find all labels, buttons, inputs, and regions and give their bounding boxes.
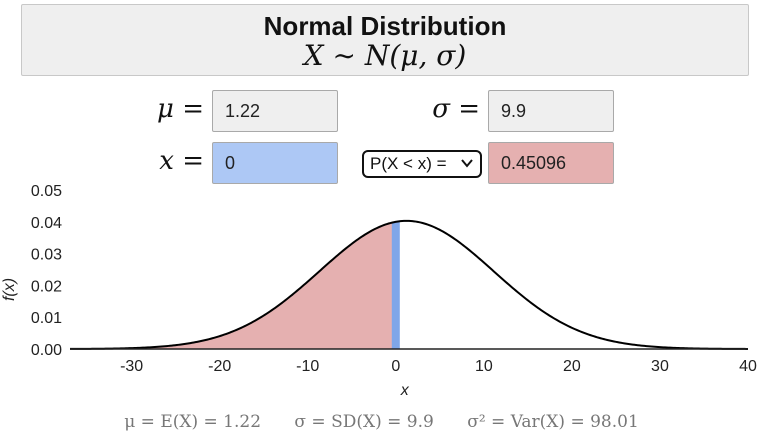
x-tick-label: 40 — [739, 358, 757, 375]
probability-result — [488, 142, 614, 184]
x-tick-label: 0 — [391, 358, 400, 375]
x-label: x = — [159, 146, 204, 176]
sd-stat: σ = SD(X) = 9.9 — [294, 412, 434, 432]
x-tick-label: -10 — [296, 358, 319, 375]
mu-input[interactable] — [212, 90, 338, 132]
variance-stat: σ² = Var(X) = 98.01 — [467, 412, 639, 432]
x-input[interactable] — [212, 142, 338, 184]
y-tick-label: 0.00 — [31, 342, 62, 359]
y-tick-label: 0.03 — [31, 247, 62, 264]
title-panel: Normal Distribution X ∼ N(μ, σ) — [21, 4, 749, 76]
probability-type-select[interactable]: P(X < x) = — [362, 150, 482, 178]
x-axis-title: x — [400, 382, 410, 399]
shaded-probability-area — [70, 221, 396, 349]
page-title: Normal Distribution — [263, 11, 507, 41]
x-marker-line — [391, 221, 400, 349]
summary-statistics: μ = E(X) = 1.22 σ = SD(X) = 9.9 σ² = Var… — [0, 412, 763, 432]
sigma-label: σ = — [432, 94, 480, 124]
sigma-input[interactable] — [488, 90, 614, 132]
x-axis-ticks: -30 -20 -10 0 10 20 30 40 — [120, 358, 757, 375]
y-tick-label: 0.01 — [31, 310, 62, 327]
normal-density-chart: -30 -20 -10 0 10 20 30 40 0.000.010.020.030.040… — [1, 183, 757, 399]
y-tick-label: 0.05 — [31, 183, 62, 200]
distribution-formula: X ∼ N(μ, σ) — [303, 39, 467, 72]
chevron-down-icon — [461, 159, 473, 168]
mean-stat: μ = E(X) = 1.22 — [124, 412, 262, 432]
y-axis-ticks: 0.00 0.01 0.02 0.03 0.04 0.05 — [31, 183, 62, 359]
x-tick-label: 10 — [475, 358, 493, 375]
density-curve — [69, 219, 748, 350]
y-axis-title: f(x) — [1, 278, 18, 301]
y-tick-label: 0.02 — [31, 278, 62, 295]
x-tick-label: -20 — [208, 358, 231, 375]
probability-type-label: P(X < x) = — [370, 154, 447, 173]
x-tick-label: 20 — [563, 358, 581, 375]
y-tick-label: 0.04 — [31, 215, 62, 232]
x-tick-label: 30 — [651, 358, 669, 375]
mu-label: μ = — [157, 94, 204, 124]
x-tick-label: -30 — [120, 358, 143, 375]
